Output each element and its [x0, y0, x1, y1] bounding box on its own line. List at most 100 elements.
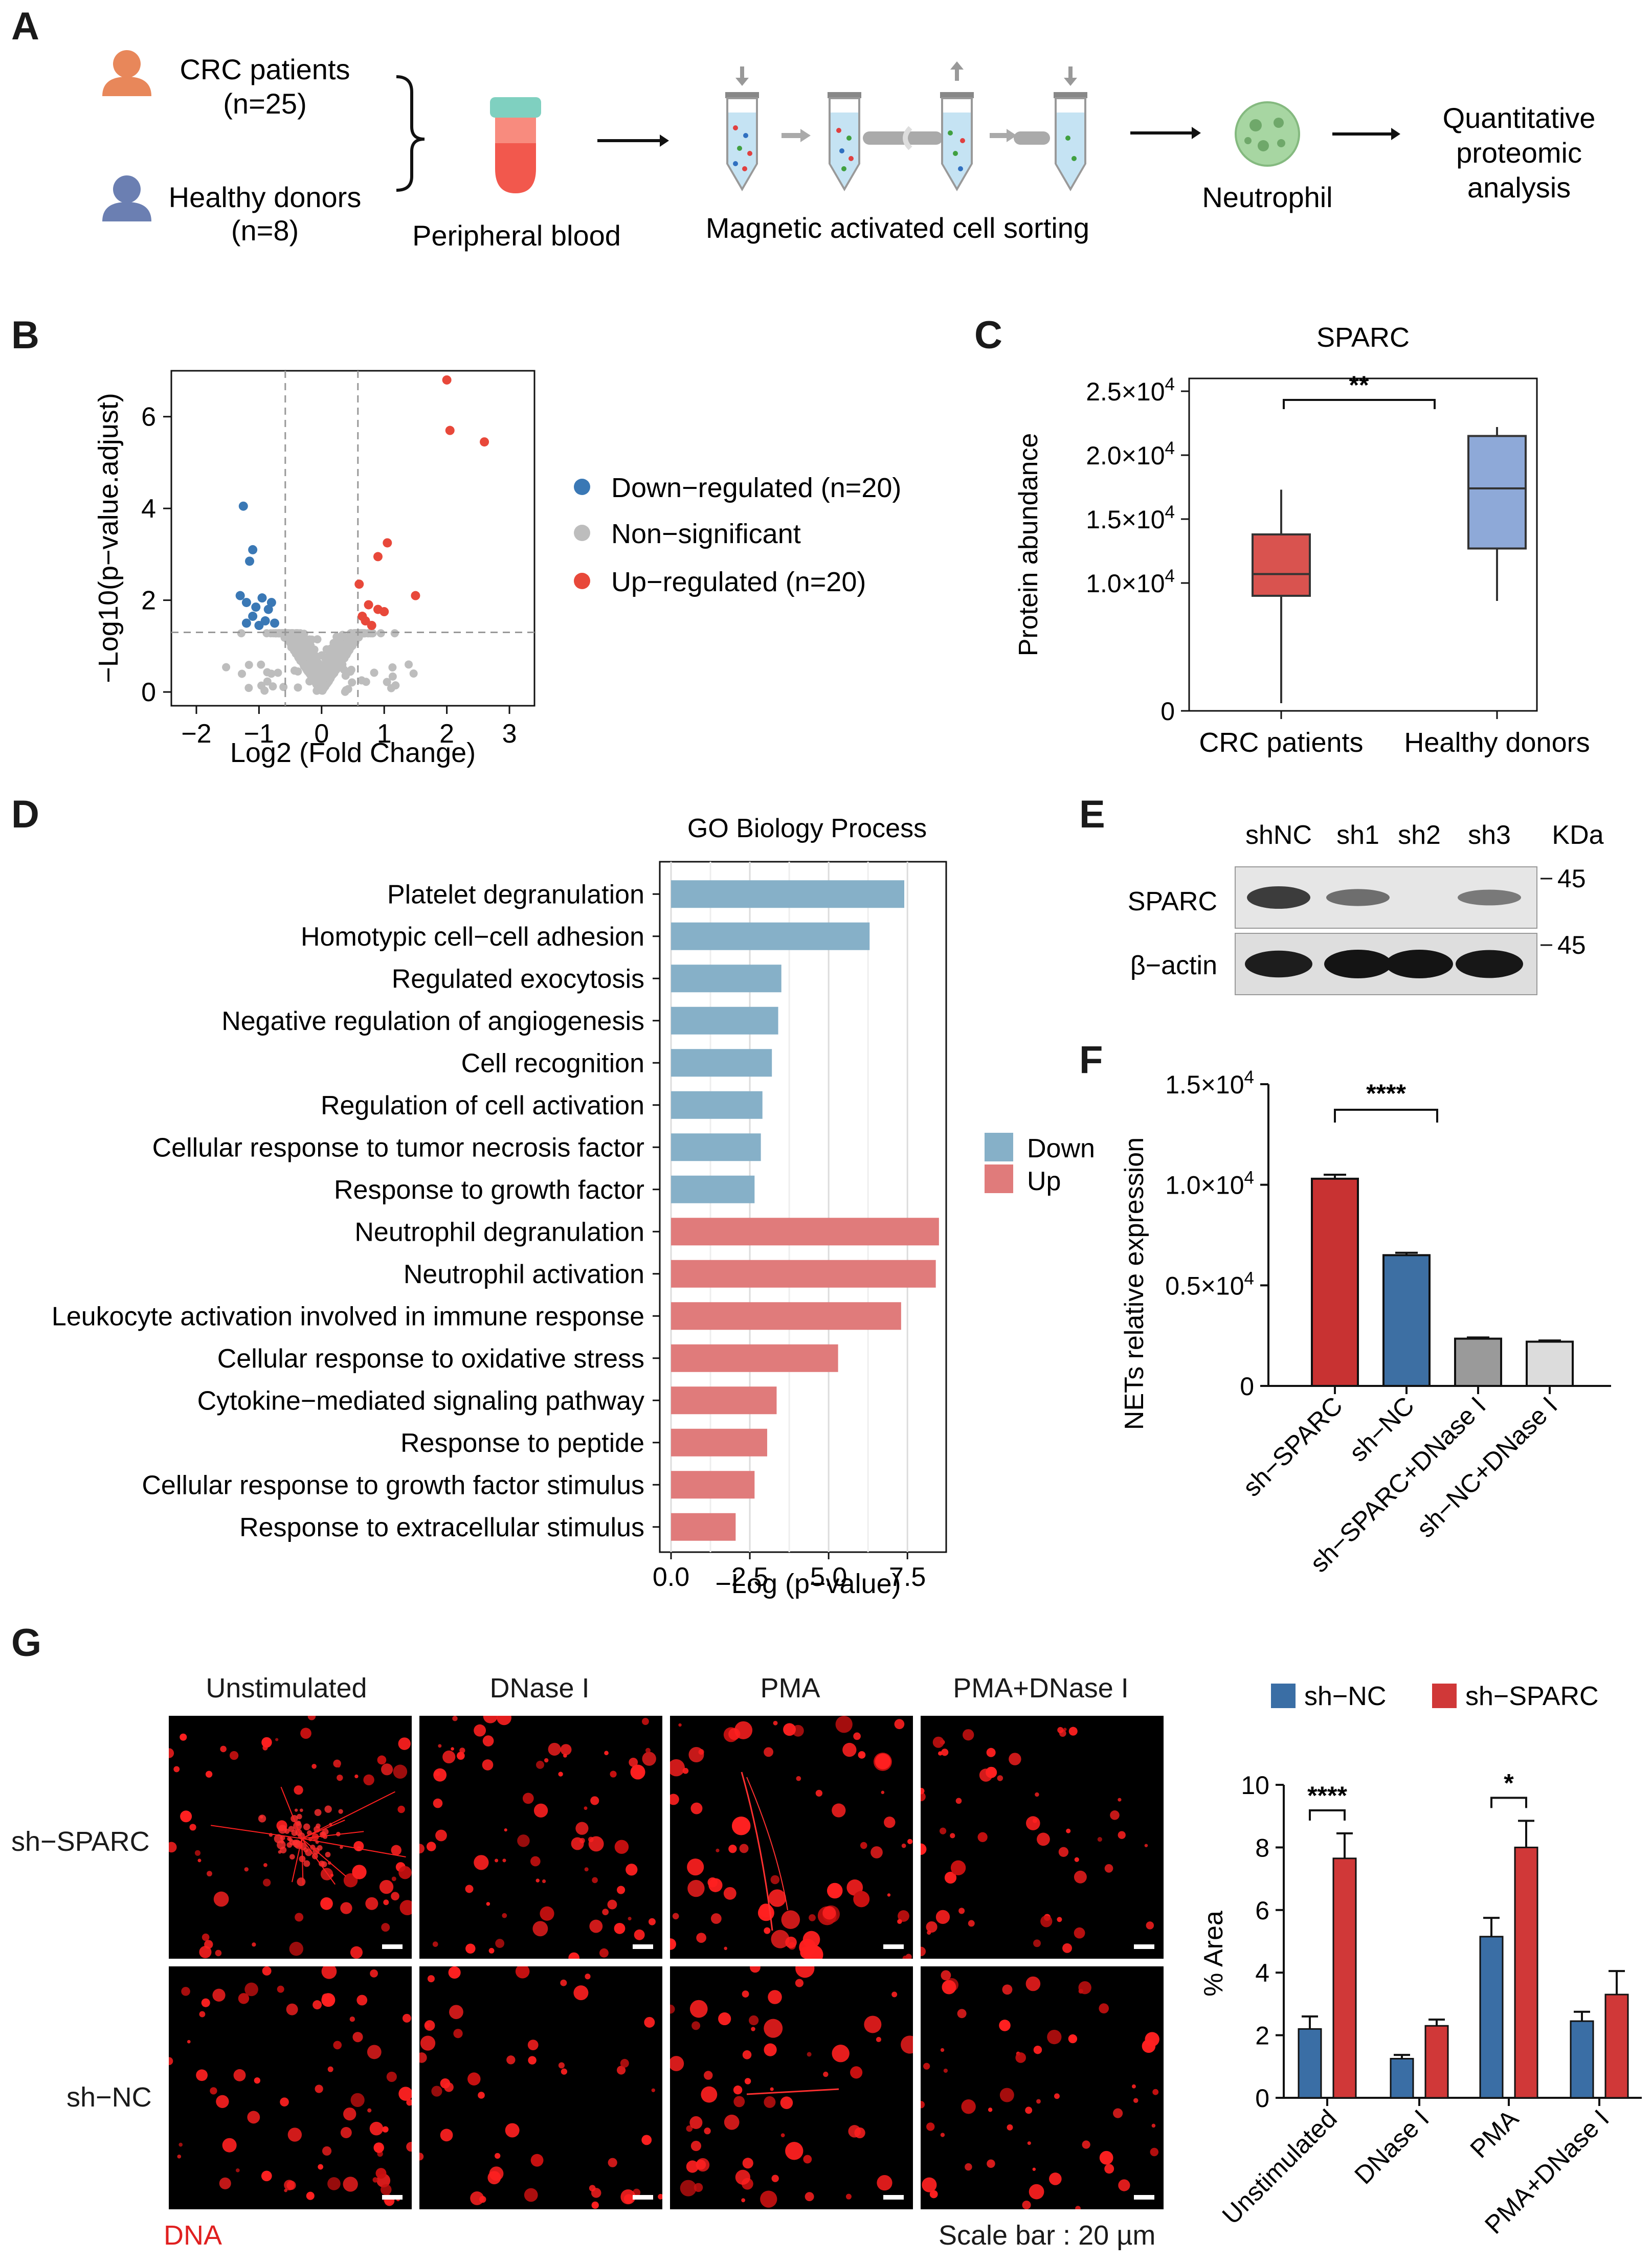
nonsig-point: [274, 668, 282, 677]
go-term-label: Neutrophil degranulation: [354, 1217, 644, 1247]
up-point: [373, 552, 383, 562]
nonsig-point: [305, 677, 314, 686]
go-term-label: Regulation of cell activation: [321, 1091, 644, 1121]
area-ytick: 4: [1255, 1959, 1269, 1987]
legend-nonsig-label: Non−significant: [611, 519, 801, 549]
neutrophil-icon: [1235, 101, 1300, 167]
group2-label: Healthy donors: [169, 181, 362, 213]
go-term-labels: Platelet degranulation Homotypic cell−cel…: [52, 880, 660, 1542]
go-term-label: Cytokine−mediated signaling pathway: [197, 1386, 644, 1416]
sparc-band: [1247, 886, 1310, 909]
go-term-label: Response to peptide: [400, 1428, 644, 1458]
up-point: [364, 600, 373, 610]
area-xlabel: DNase I: [1349, 2104, 1434, 2189]
macs-tubes-icon: [725, 61, 1087, 191]
nets-bar: [1526, 1340, 1574, 1387]
micrograph-r0-c3: [921, 1716, 1164, 1959]
nonsig-point: [262, 629, 271, 638]
nonsig-point: [357, 629, 366, 638]
nonsig-point: [312, 686, 321, 695]
micrograph-image: [169, 1716, 412, 1959]
nonsig-point: [383, 678, 391, 686]
nonsig-point: [329, 639, 338, 647]
nonsig-point: [279, 683, 288, 691]
threshold-lines: [171, 371, 534, 706]
go-term-label: Cellular response to growth factor stimu…: [142, 1470, 644, 1500]
down-point: [270, 618, 279, 628]
group1-n: (n=25): [223, 87, 306, 120]
scale-bar: [382, 1944, 403, 1949]
sparc-row-label: SPARC: [1128, 887, 1217, 916]
boxplot-ytick: 1.0×104: [1086, 566, 1175, 598]
legend-shsparc-swatch: [1432, 1684, 1457, 1708]
nonsig-point: [319, 684, 328, 693]
nonsig-point: [257, 660, 265, 669]
boxplot-xlabel-crc: CRC patients: [1199, 727, 1363, 758]
nonsig-point: [292, 629, 301, 638]
area-bar: [1514, 1846, 1538, 2099]
volcano-axes: −2 −1 0 1 2 3 0 2 4 6: [141, 402, 517, 749]
boxplot-xlabel-healthy: Healthy donors: [1404, 727, 1590, 758]
nets-bars: [1311, 1174, 1574, 1387]
box-iqr: [1467, 435, 1527, 550]
micrograph-r1-c0: [169, 1966, 412, 2209]
proteomics-label-1: Quantitative: [1443, 102, 1596, 134]
nonsig-point: [320, 661, 328, 669]
area-significance-stars: ****: [1307, 1781, 1347, 1810]
nets-ytick: 1.0×104: [1165, 1168, 1254, 1200]
nonsig-point: [405, 660, 413, 669]
boxplot-ytick: 2.0×104: [1086, 438, 1175, 470]
volcano-xtick: 2: [439, 719, 454, 749]
go-xticks: 0.0 2.5 5.0 7.5: [653, 1552, 926, 1592]
volcano-ytick: 0: [141, 678, 156, 707]
nonsig-point: [331, 660, 340, 669]
nonsig-point: [244, 684, 253, 692]
down-point: [241, 618, 251, 628]
nonsig-point: [267, 669, 276, 678]
nets-xlabel: sh−SPARC: [1237, 1391, 1348, 1502]
area-xlabel: PMA: [1465, 2104, 1525, 2164]
area-bar: [1570, 2020, 1594, 2099]
micrograph-r0-c2: [670, 1716, 913, 1959]
actin-band: [1386, 950, 1453, 978]
boxplot-boxes: [1252, 427, 1527, 703]
scale-bar-label: Scale bar : 20 µm: [939, 2220, 1156, 2251]
volcano-xlabel: Log2 (Fold Change): [230, 737, 476, 768]
area-ytick: 6: [1255, 1896, 1269, 1925]
go-term-label: Negative regulation of angiogenesis: [221, 1006, 644, 1036]
panel-letter-a: A: [11, 5, 39, 48]
go-xtick: 7.5: [889, 1562, 926, 1592]
legend-down-swatch: [985, 1133, 1013, 1161]
down-point: [248, 612, 258, 621]
volcano-xtick: −2: [181, 719, 211, 749]
panel-letter-g: G: [11, 1621, 42, 1665]
col-header-unstimulated: Unstimulated: [206, 1673, 367, 1704]
micrograph-r1-c1: [419, 1966, 662, 2209]
col-header-pma-dnase: PMA+DNase I: [953, 1673, 1129, 1704]
go-xlabel: −Log (p−value): [715, 1569, 901, 1599]
nonsig-point: [368, 629, 377, 638]
scale-bar: [382, 2195, 403, 2200]
legend-down-label: Down−regulated (n=20): [611, 473, 901, 503]
scale-bar: [1134, 1944, 1154, 1949]
boxplot-axes: 0 1.0×104 1.5×104 2.0×104 2.5×104: [1086, 374, 1498, 726]
row-label-shnc: sh−NC: [66, 2082, 152, 2113]
significance-stars: **: [1349, 371, 1369, 399]
nonsig-point: [263, 677, 272, 686]
area-ytick: 10: [1241, 1771, 1269, 1800]
micrograph-image: [419, 1966, 662, 2209]
actin-row-label: β−actin: [1130, 951, 1217, 980]
nonsig-point: [318, 675, 326, 683]
go-term-label: Cell recognition: [461, 1048, 644, 1078]
nonsig-point: [376, 629, 385, 638]
go-bar-chart: GO Biology Process Platelet degranulatio…: [52, 814, 1095, 1599]
nonsig-point: [310, 645, 319, 654]
legend-down-dot: [574, 479, 590, 495]
up-point: [411, 591, 420, 600]
up-point: [480, 437, 489, 447]
go-xtick: 5.0: [810, 1562, 847, 1592]
go-term-label: Response to extracellular stimulus: [239, 1513, 644, 1542]
up-point: [379, 607, 389, 617]
workflow-diagram: CRC patients (n=25) Healthy donors (n=8)…: [102, 50, 1596, 252]
